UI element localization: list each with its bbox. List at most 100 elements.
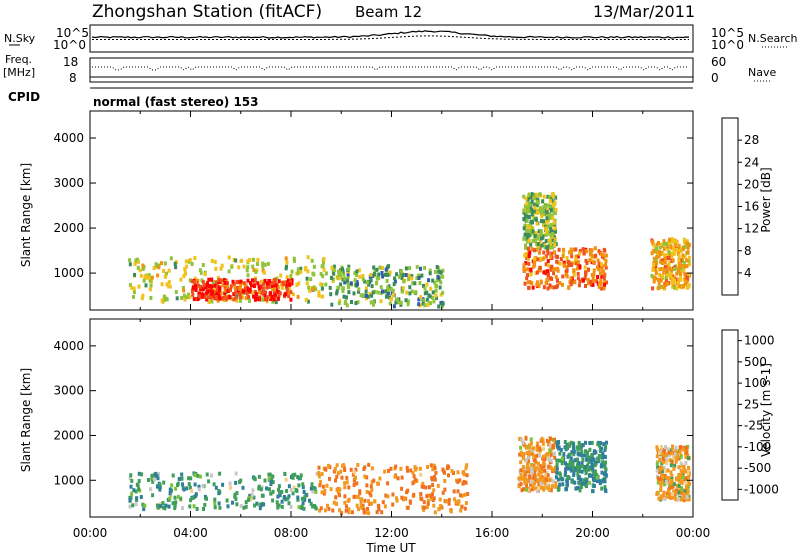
heatmap-cell [285, 275, 289, 280]
heatmap-cell [365, 489, 369, 494]
heatmap-cell [310, 258, 314, 263]
heatmap-cell [313, 505, 317, 510]
heatmap-cell [546, 244, 550, 249]
heatmap-cell [596, 479, 599, 484]
heatmap-cell [311, 287, 315, 292]
heatmap-cell [408, 500, 412, 505]
heatmap-cell [188, 258, 192, 262]
heatmap-cell [190, 279, 194, 284]
heatmap-cell [210, 473, 213, 478]
heatmap-cell [523, 204, 527, 209]
heatmap-cell [552, 445, 555, 449]
heatmap-cell [679, 461, 683, 466]
heatmap-cell [545, 245, 549, 250]
heatmap-cell [299, 473, 303, 478]
heatmap-cell [535, 444, 539, 449]
heatmap-cell [317, 465, 321, 470]
heatmap-cell [682, 261, 686, 265]
heatmap-cell [671, 280, 675, 285]
heatmap-cell [586, 450, 589, 455]
heatmap-cell [207, 479, 211, 484]
heatmap-cell [539, 279, 543, 284]
colorbar-tick-label: -500 [744, 461, 771, 475]
heatmap-cell [202, 283, 206, 287]
heatmap-cell [274, 293, 278, 298]
heatmap-cell [546, 203, 550, 208]
heatmap-cell [581, 481, 584, 486]
heatmap-cell [206, 289, 210, 294]
heatmap-cell [657, 241, 660, 245]
heatmap-cell [530, 487, 534, 492]
heatmap-cell [600, 463, 603, 468]
heatmap-cell [190, 262, 194, 266]
heatmap-cell [287, 494, 291, 499]
heatmap-cell [173, 495, 177, 500]
heatmap-cell [684, 281, 688, 286]
heatmap-cell [392, 304, 396, 309]
heatmap-cell [210, 277, 214, 282]
heatmap-cell [417, 276, 421, 280]
heatmap-cell [534, 466, 538, 471]
heatmap-cell [685, 264, 689, 269]
heatmap-cell [431, 467, 435, 472]
heatmap-cell [432, 496, 436, 501]
heatmap-cell [160, 282, 164, 287]
heatmap-cell [652, 243, 656, 248]
sky-left-tick-top: 10^5 [56, 26, 89, 40]
heatmap-cell [234, 295, 238, 300]
heatmap-cell [228, 481, 232, 486]
heatmap-cell [603, 470, 607, 475]
heatmap-cell [543, 481, 547, 486]
heatmap-cell [209, 295, 213, 300]
heatmap-cell [671, 274, 675, 279]
heatmap-cell [318, 508, 322, 513]
heatmap-cell [555, 470, 559, 475]
heatmap-cell [598, 479, 602, 484]
heatmap-cell [414, 466, 418, 471]
heatmap-cell [534, 478, 538, 483]
heatmap-cell [531, 239, 535, 243]
colorbar-tick-label: 500 [744, 355, 767, 369]
heatmap-cell [335, 289, 339, 294]
heatmap-cell [423, 303, 427, 308]
beam-label: Beam 12 [355, 3, 422, 21]
heatmap-cell [600, 274, 604, 279]
heatmap-cell [525, 276, 529, 281]
heatmap-cell [270, 477, 274, 482]
heatmap-cell [213, 497, 217, 502]
heatmap-cell [584, 477, 588, 482]
heatmap-cell [584, 249, 588, 254]
heatmap-cell [184, 259, 188, 264]
heatmap-cell [251, 264, 255, 269]
heatmap-cell [687, 272, 691, 277]
heatmap-cell [577, 461, 581, 466]
heatmap-cell [300, 496, 304, 501]
heatmap-cell [420, 484, 424, 489]
heatmap-cell [376, 481, 380, 486]
heatmap-cell [565, 481, 569, 486]
heatmap-cell [659, 278, 663, 283]
heatmap-cell [586, 463, 589, 468]
heatmap-cell [279, 273, 283, 278]
heatmap-cell [343, 485, 347, 490]
heatmap-cell [669, 244, 673, 249]
heatmap-cell [214, 266, 218, 271]
heatmap-cell [679, 476, 682, 481]
heatmap-cell [380, 271, 384, 275]
heatmap-cell [367, 499, 370, 504]
heatmap-cell [135, 496, 139, 501]
heatmap-cell [192, 504, 196, 509]
heatmap-cell [284, 497, 288, 502]
heatmap-cell [537, 461, 540, 466]
heatmap-cell [395, 498, 399, 503]
heatmap-cell [128, 283, 132, 288]
heatmap-cell [222, 296, 225, 300]
heatmap-cell [525, 237, 529, 242]
heatmap-cell [665, 494, 669, 499]
heatmap-cell [434, 293, 438, 298]
heatmap-cell [530, 464, 534, 469]
heatmap-cell [413, 477, 417, 482]
heatmap-cell [556, 255, 560, 259]
heatmap-cell [541, 441, 545, 446]
heatmap-cell [587, 480, 591, 485]
